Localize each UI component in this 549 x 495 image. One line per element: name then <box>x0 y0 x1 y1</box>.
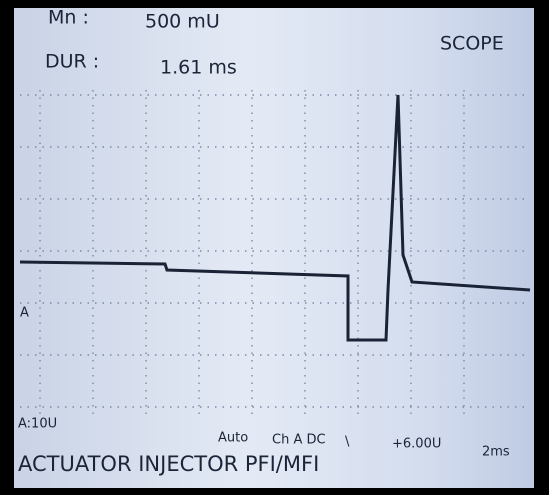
footer-title: ACTUATOR INJECTOR PFI/MFI <box>18 452 319 476</box>
scope-photo: Mn : 500 mU DUR : 1.61 ms SCOPE A A:10U … <box>0 0 549 495</box>
range: A:10U <box>18 417 57 432</box>
dur-value: 1.61 ms <box>160 57 237 79</box>
dur-label: DUR : <box>45 51 99 73</box>
screen <box>14 8 534 488</box>
page: {"header": {"min_label": "Mn :", "min_va… <box>0 0 549 495</box>
coupling: Ch A DC <box>272 433 326 448</box>
trigger: Auto <box>218 431 248 446</box>
mode: SCOPE <box>440 33 504 55</box>
timebase: 2ms <box>482 445 510 460</box>
min-value: 500 mU <box>145 11 220 33</box>
channel-marker: A <box>20 306 29 321</box>
min-label: Mn : <box>48 7 89 29</box>
level: +6.00U <box>392 437 441 452</box>
slope: \ <box>345 435 350 450</box>
